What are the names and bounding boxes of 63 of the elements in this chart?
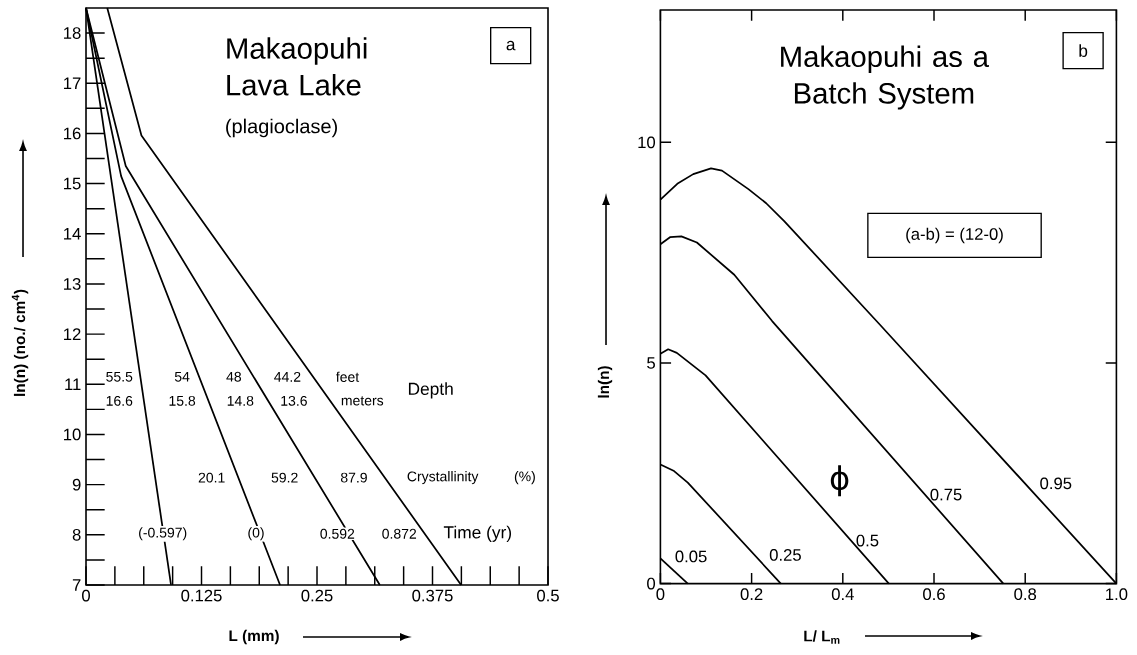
x-tick-label: 0.2	[740, 588, 763, 601]
y-tick-label: 14	[64, 228, 81, 240]
x-axis-title: L/ L$_{m}$	[804, 630, 840, 644]
series-label: 0.25	[769, 549, 801, 561]
x-tick-label: 0.5	[537, 589, 559, 602]
x-tick-label: 0.125	[181, 589, 222, 602]
annotation: 14.8	[227, 395, 254, 406]
x-tick-label: 0.25	[301, 589, 333, 602]
annotation: (-0.597)	[139, 527, 187, 541]
annotation: 20.1	[198, 472, 225, 483]
x-axis-title: L (mm)	[229, 629, 279, 645]
annotation: Depth	[408, 382, 453, 399]
annotation: 48	[226, 371, 242, 382]
annotation: 0.872	[382, 528, 417, 539]
series-label: 0.05	[675, 550, 707, 563]
annotation: 54	[174, 371, 190, 382]
y-tick-label: 12	[64, 328, 81, 340]
x-tick-label: 0.4	[831, 588, 854, 601]
x-tick-label: 0	[82, 589, 90, 602]
y-tick-label: 16	[64, 127, 81, 140]
annotation: b	[1079, 44, 1088, 57]
annotation: 59.2	[271, 472, 298, 483]
y-tick-label: 5	[647, 357, 655, 369]
y-tick-label: 18	[64, 27, 81, 39]
annotation: (%)	[514, 471, 535, 485]
annotation: Crystallinity	[407, 471, 479, 485]
annotation: meters	[341, 396, 384, 406]
x-tick-label: 0.375	[412, 589, 453, 602]
y-axis-title: ln(n)	[597, 366, 613, 398]
y-tick-label: 15	[64, 177, 81, 190]
y-axis-title: ln(n) (no./ cm$^{4}$)	[11, 289, 29, 396]
annotation: a	[506, 40, 516, 51]
y-tick-label: 17	[64, 77, 81, 89]
text: Makaopuhi Lava Lake	[227, 37, 367, 96]
annotation: (0)	[248, 527, 264, 541]
annotation: 44.2	[274, 371, 301, 382]
annotation: 15.8	[169, 395, 196, 406]
annotation: 0.592	[320, 528, 355, 539]
annotation: 55.5	[106, 371, 133, 382]
y-tick-label: 10	[64, 428, 81, 441]
y-tick-label: 9	[72, 478, 81, 491]
annotation: 13.6	[281, 395, 307, 406]
series-label: 0.95	[1040, 477, 1072, 490]
annotation: ϕ	[830, 465, 849, 497]
annotation: 87.9	[340, 472, 367, 483]
series-label: 0.75	[930, 488, 962, 501]
y-tick-label: 0	[647, 577, 656, 590]
x-tick-label: 0	[656, 588, 665, 601]
y-tick-label: 11	[65, 378, 81, 391]
annotation: feet	[336, 371, 360, 382]
y-tick-label: 10	[638, 136, 656, 149]
x-tick-label: 0.8	[1014, 588, 1037, 601]
y-tick-label: 7	[72, 579, 81, 591]
x-tick-label: 0.6	[923, 588, 945, 601]
y-tick-label: 13	[64, 278, 81, 290]
x-tick-label: 1.0	[1106, 588, 1128, 601]
annotation: (a-b) = (12-0)	[906, 227, 1003, 244]
annotation: Time (yr)	[443, 525, 512, 542]
series-label: 0.5	[856, 534, 879, 547]
text: (plagioclase)	[226, 118, 337, 138]
text: Makaopuhi as a Batch System	[781, 45, 989, 110]
y-tick-label: 8	[72, 528, 81, 541]
annotation: 16.6	[106, 395, 133, 406]
